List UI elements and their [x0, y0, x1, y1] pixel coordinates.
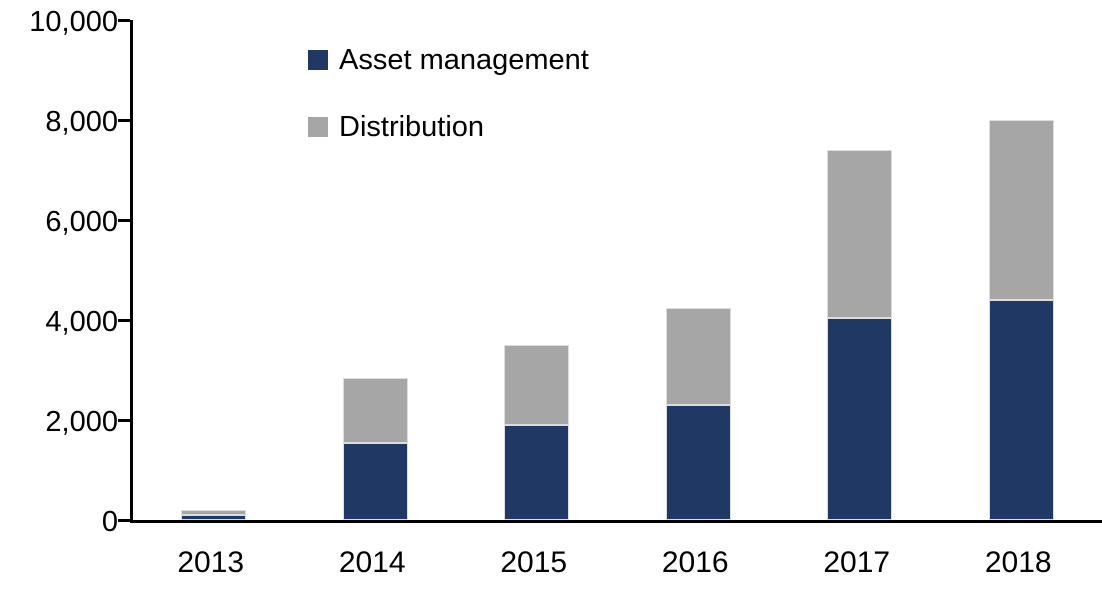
y-axis-tick-label: 6,000 [45, 206, 118, 238]
y-axis-tick [118, 219, 130, 222]
y-axis-tick-label: 4,000 [45, 306, 118, 338]
y-axis-tick [118, 319, 130, 322]
bar-segment-2013-asset-management [181, 515, 247, 520]
x-axis-label-2018: 2018 [984, 546, 1052, 579]
bars-container [133, 20, 1102, 520]
bar-slot-2013 [133, 20, 295, 520]
x-axis-label-2015: 2015 [500, 546, 568, 579]
x-axis-label-2016: 2016 [661, 546, 729, 579]
bar-segment-2016-distribution [665, 307, 731, 405]
bar-segment-2015-distribution [504, 345, 570, 425]
x-axis-label-2014: 2014 [338, 546, 406, 579]
y-axis-tick-label: 10,000 [29, 6, 118, 38]
y-axis-tick-label: 2,000 [45, 406, 118, 438]
bar-2014 [342, 377, 408, 520]
legend-item-asset-management: Asset management [308, 43, 589, 77]
bar-segment-2015-asset-management [504, 425, 570, 520]
bar-slot-2015 [456, 20, 618, 520]
legend-item-distribution: Distribution [308, 110, 589, 144]
bar-slot-2014 [295, 20, 457, 520]
legend-label-distribution: Distribution [339, 111, 485, 143]
legend-label-asset-management: Asset management [339, 44, 589, 76]
bar-2016 [665, 307, 731, 520]
bar-segment-2016-asset-management [665, 405, 731, 520]
bar-segment-2014-distribution [342, 377, 408, 443]
y-axis-tick [118, 119, 130, 122]
legend: Asset management Distribution [308, 43, 589, 144]
x-axis-labels: 2013 2014 2015 2016 2017 2018 [130, 545, 1099, 581]
bar-segment-2013-distribution [181, 509, 247, 515]
bar-segment-2014-asset-management [342, 442, 408, 520]
y-axis-tick [118, 19, 130, 22]
bar-slot-2016 [618, 20, 780, 520]
bar-2015 [504, 345, 570, 520]
y-axis-tick-label: 8,000 [45, 106, 118, 138]
bar-2018 [988, 120, 1054, 520]
bar-segment-2018-distribution [988, 120, 1054, 300]
y-axis-tick [118, 419, 130, 422]
plot-area: Asset management Distribution [118, 19, 1102, 523]
legend-swatch-distribution-icon [308, 117, 328, 137]
bar-slot-2018 [941, 20, 1102, 520]
bar-slot-2017 [779, 20, 941, 520]
bar-2013 [181, 509, 247, 520]
legend-swatch-asset-management-icon [308, 50, 328, 70]
x-axis-label-2017: 2017 [823, 546, 891, 579]
x-axis-label-2013: 2013 [177, 546, 245, 579]
bar-segment-2017-asset-management [827, 317, 893, 520]
bar-segment-2017-distribution [827, 150, 893, 318]
bar-segment-2018-asset-management [988, 300, 1054, 520]
y-axis-tick-label: 0 [101, 506, 118, 538]
bar-2017 [827, 150, 893, 520]
y-axis-tick [118, 519, 130, 522]
